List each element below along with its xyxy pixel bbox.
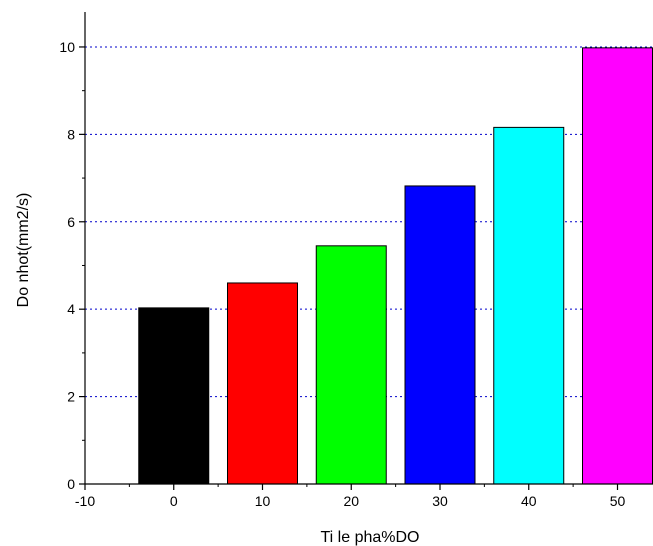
x-tick-label-20: 20 — [343, 493, 359, 509]
y-tick-label-4: 4 — [67, 301, 75, 317]
bar-0 — [138, 307, 210, 485]
y-tick-label-2: 2 — [67, 389, 75, 405]
x-tick-label-10: 10 — [255, 493, 271, 509]
x-tick-label-40: 40 — [521, 493, 537, 509]
y-tick-label-0: 0 — [67, 476, 75, 492]
bar-40 — [493, 126, 565, 485]
y-tick-label-8: 8 — [67, 126, 75, 142]
y-tick-label-10: 10 — [59, 39, 75, 55]
x-tick-label-30: 30 — [432, 493, 448, 509]
y-axis-label: Do nhot(mm2/s) — [15, 193, 32, 308]
bar-10 — [227, 282, 298, 485]
bars — [138, 47, 653, 485]
x-tick-label-0: 0 — [170, 493, 178, 509]
y-ticks: 0 2 4 6 8 10 — [59, 39, 85, 492]
x-ticks: -10 0 10 20 30 40 50 — [75, 484, 626, 509]
x-tick-label--10: -10 — [75, 493, 95, 509]
x-axis-label: Ti le pha%DO — [321, 529, 420, 546]
bar-20 — [315, 245, 387, 485]
bar-30 — [404, 185, 476, 485]
x-tick-label-50: 50 — [610, 493, 626, 509]
y-tick-label-6: 6 — [67, 214, 75, 230]
bar-50 — [582, 47, 653, 485]
